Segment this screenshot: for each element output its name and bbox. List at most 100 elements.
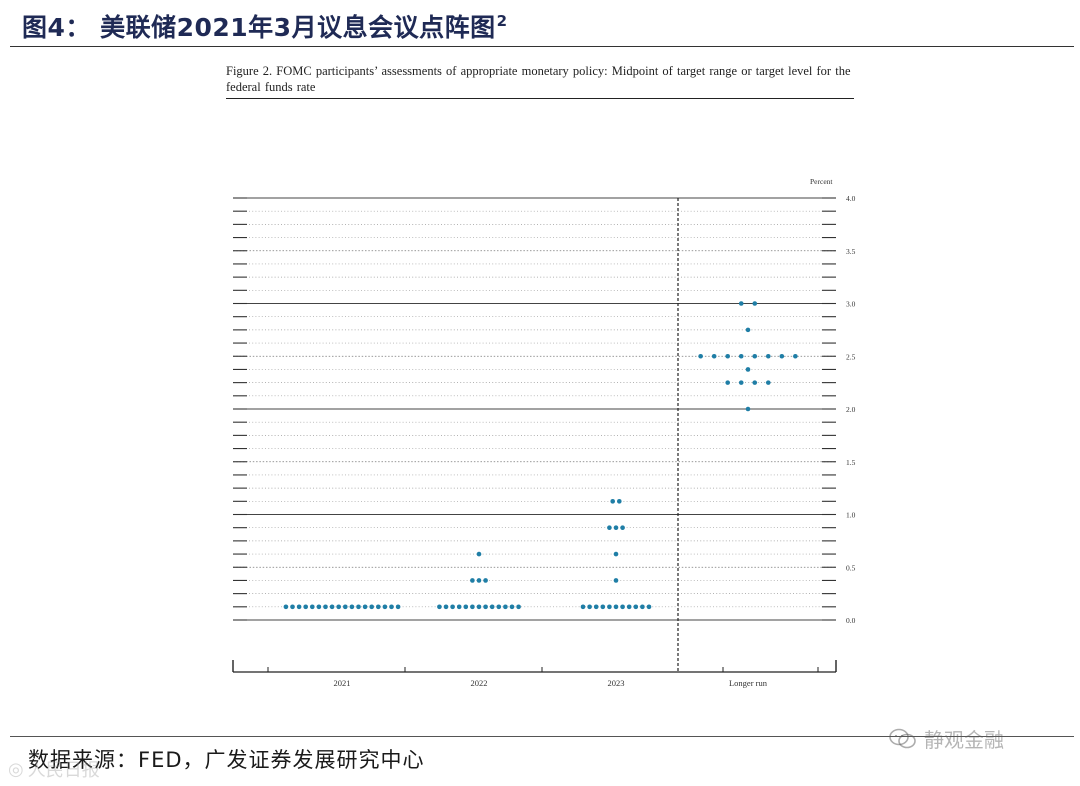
watermark-right-text: 静观金融 bbox=[924, 728, 1004, 752]
y-tick-label: 4.0 bbox=[846, 194, 856, 203]
y-axis-unit-label: Percent bbox=[810, 177, 833, 186]
dot-marker bbox=[503, 604, 508, 610]
dot-marker bbox=[745, 327, 751, 333]
dot-marker bbox=[443, 604, 449, 610]
dot-marker bbox=[633, 604, 639, 610]
watermark-left-text: 人民日报 bbox=[27, 760, 100, 781]
dot-marker bbox=[613, 604, 619, 610]
x-category-label: Longer run bbox=[729, 678, 768, 688]
dot-marker bbox=[470, 578, 475, 583]
dot-marker bbox=[752, 353, 758, 359]
dot-marker bbox=[613, 551, 619, 557]
dot-marker bbox=[516, 604, 521, 610]
y-tick-label: 2.0 bbox=[846, 405, 856, 414]
dot-marker bbox=[626, 604, 632, 610]
chart-gridlines bbox=[233, 197, 836, 621]
dot-marker bbox=[450, 604, 455, 610]
dot-marker bbox=[587, 604, 592, 610]
dot-marker bbox=[600, 604, 606, 610]
dot-marker bbox=[395, 604, 401, 610]
footer-divider bbox=[10, 736, 1074, 737]
dot-marker bbox=[336, 604, 342, 610]
y-tick-label: 3.5 bbox=[846, 247, 856, 256]
dot-marker bbox=[369, 604, 375, 610]
y-tick-label: 2.5 bbox=[846, 352, 856, 361]
dot-marker bbox=[389, 604, 394, 610]
dot-marker bbox=[725, 380, 731, 385]
figure-caption: Figure 2. FOMC participants’ assessments… bbox=[226, 64, 851, 94]
dot-marker bbox=[752, 301, 758, 306]
watermark-logo-icon: ◎ bbox=[8, 758, 24, 780]
page-title: 图4： 美联储2021年3月议息会议点阵图2 bbox=[22, 8, 508, 44]
y-tick-label: 0.5 bbox=[846, 563, 856, 572]
dot-marker bbox=[779, 353, 785, 359]
dot-marker bbox=[376, 604, 381, 610]
dot-marker bbox=[752, 380, 758, 385]
dot-marker bbox=[698, 353, 703, 359]
dot-marker bbox=[310, 604, 315, 610]
dot-marker bbox=[607, 525, 612, 530]
dot-marker bbox=[343, 604, 348, 610]
dot-marker bbox=[745, 367, 751, 372]
x-category-label: 2022 bbox=[471, 678, 488, 688]
y-tick-label: 0.0 bbox=[846, 616, 856, 625]
dot-marker bbox=[725, 353, 731, 359]
dot-marker bbox=[610, 499, 615, 504]
dot-marker bbox=[496, 604, 502, 610]
dot-marker bbox=[580, 604, 586, 610]
dot-marker bbox=[646, 604, 652, 610]
dot-marker bbox=[509, 604, 515, 610]
dot-marker bbox=[738, 301, 744, 306]
dot-marker bbox=[362, 604, 368, 610]
dot-marker bbox=[620, 525, 625, 530]
dot-marker bbox=[607, 604, 612, 610]
dot-marker bbox=[329, 604, 335, 610]
dot-marker bbox=[356, 604, 361, 610]
dot-marker bbox=[489, 604, 495, 610]
dot-marker bbox=[765, 380, 771, 385]
dot-marker bbox=[711, 353, 717, 359]
chart-axes bbox=[232, 198, 837, 673]
x-category-label: 2021 bbox=[334, 678, 351, 688]
dot-marker bbox=[745, 406, 751, 412]
dot-marker bbox=[476, 578, 482, 583]
dot-marker bbox=[738, 353, 744, 359]
x-category-label: 2023 bbox=[608, 678, 625, 688]
page-title-text: 图4： 美联储2021年3月议息会议点阵图 bbox=[22, 13, 496, 42]
dot-marker bbox=[483, 604, 488, 610]
watermark-left: ◎ 人民日报 bbox=[8, 756, 100, 782]
wechat-icon bbox=[889, 728, 916, 748]
dot-marker bbox=[617, 499, 622, 504]
dot-marker bbox=[613, 578, 619, 583]
y-tick-label: 3.0 bbox=[846, 300, 856, 309]
y-tick-label: 1.0 bbox=[846, 511, 856, 520]
dot-marker bbox=[382, 604, 388, 610]
dot-marker bbox=[738, 380, 744, 385]
dot-marker bbox=[296, 604, 302, 610]
dot-marker bbox=[476, 604, 482, 610]
caption-divider bbox=[226, 98, 854, 99]
y-tick-label: 1.5 bbox=[846, 458, 856, 467]
dot-marker bbox=[593, 604, 599, 610]
dot-marker bbox=[613, 525, 619, 530]
dot-marker bbox=[349, 604, 355, 610]
dot-marker bbox=[620, 604, 625, 610]
watermark-right: 静观金融 bbox=[888, 724, 1004, 753]
dot-marker bbox=[483, 578, 488, 583]
header-divider bbox=[10, 46, 1074, 47]
chart-labels: 0.0 0.5 1.0 1.5 2.0 2.5 3.0 3.5 4.0 Percent 2021 20… bbox=[334, 177, 856, 688]
title-superscript: 2 bbox=[496, 12, 508, 30]
dot-marker bbox=[456, 604, 462, 610]
dot-marker bbox=[290, 604, 295, 610]
dot-marker bbox=[640, 604, 645, 610]
chart-dots bbox=[283, 301, 798, 610]
dot-marker bbox=[463, 604, 469, 610]
dot-marker bbox=[303, 604, 309, 610]
dot-marker bbox=[470, 604, 475, 610]
dot-marker bbox=[765, 353, 771, 359]
dot-marker bbox=[793, 353, 798, 359]
dot-marker bbox=[437, 604, 442, 610]
dot-marker bbox=[316, 604, 322, 610]
dot-marker bbox=[283, 604, 289, 610]
